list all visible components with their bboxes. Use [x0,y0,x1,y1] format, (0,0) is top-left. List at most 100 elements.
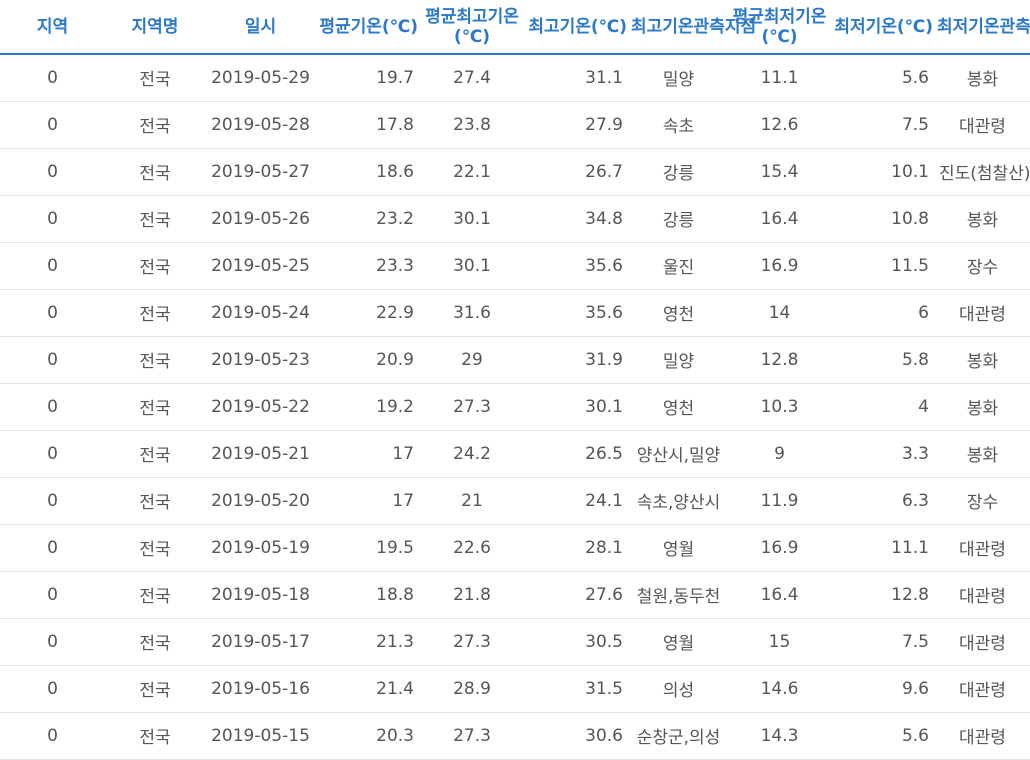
cell-avg-min-temp: 16.9 [728,242,831,290]
cell-max-temp-station: 의성 [629,665,728,713]
cell-avg-min-temp: 15.4 [728,148,831,196]
cell-avg-max-temp: 28.9 [420,665,524,713]
cell-avg-max-temp: 27.3 [420,383,524,431]
cell-region: 0 [0,195,105,243]
cell-avg-min-temp: 12.6 [728,101,831,149]
cell-date: 2019-05-28 [205,101,316,149]
cell-avg-max-temp: 23.8 [420,101,524,149]
column-header-region-name[interactable]: 지역명 [105,0,205,55]
cell-date: 2019-05-20 [205,477,316,525]
column-header-min-temp-station[interactable]: 최저기온관측지점 [935,0,1030,55]
cell-region-name: 전국 [105,618,205,666]
cell-avg-temp: 17 [316,477,420,525]
table-row: 0 전국 2019-05-18 18.8 21.8 27.6 철원,동두천 16.4 12.8 대… [0,571,1030,619]
cell-avg-max-temp: 30.1 [420,195,524,243]
column-header-avg-min-temp[interactable]: 평균최저기온(℃) [728,0,831,55]
cell-avg-temp: 21.4 [316,665,420,713]
cell-avg-temp: 21.3 [316,618,420,666]
cell-avg-max-temp: 27.3 [420,618,524,666]
cell-max-temp: 24.1 [524,477,629,525]
table-row: 0 전국 2019-05-17 21.3 27.3 30.5 영월 15 7.5 대관령 [0,618,1030,666]
cell-max-temp: 28.1 [524,524,629,572]
cell-max-temp-station: 속초,양산시 [629,477,728,525]
cell-region: 0 [0,430,105,478]
cell-max-temp: 26.7 [524,148,629,196]
column-header-date[interactable]: 일시 [205,0,316,55]
cell-max-temp: 31.1 [524,54,629,102]
cell-max-temp: 31.9 [524,336,629,384]
cell-avg-max-temp: 31.6 [420,289,524,337]
cell-date: 2019-05-17 [205,618,316,666]
cell-max-temp-station: 강릉 [629,195,728,243]
cell-min-temp: 10.1 [831,148,935,196]
column-header-avg-max-temp[interactable]: 평균최고기온(℃) [420,0,524,55]
cell-max-temp-station: 강릉 [629,148,728,196]
table-row: 0 전국 2019-05-25 23.3 30.1 35.6 울진 16.9 11.5 장수 [0,242,1030,290]
cell-region-name: 전국 [105,242,205,290]
column-header-min-temp[interactable]: 최저기온(℃) [831,0,935,55]
table-row: 0 전국 2019-05-21 17 24.2 26.5 양산시,밀양 9 3.3 봉화 [0,430,1030,478]
cell-min-temp-station: 장수 [935,477,1030,525]
cell-avg-temp: 23.2 [316,195,420,243]
cell-avg-min-temp: 11.1 [728,54,831,102]
cell-min-temp: 11.1 [831,524,935,572]
cell-min-temp-station: 대관령 [935,618,1030,666]
cell-region-name: 전국 [105,101,205,149]
cell-avg-max-temp: 29 [420,336,524,384]
cell-max-temp-station: 영월 [629,524,728,572]
cell-region-name: 전국 [105,289,205,337]
cell-min-temp: 6 [831,289,935,337]
cell-min-temp-station: 대관령 [935,289,1030,337]
cell-date: 2019-05-23 [205,336,316,384]
table-row: 0 전국 2019-05-20 17 21 24.1 속초,양산시 11.9 6.3 장수 [0,477,1030,525]
cell-region-name: 전국 [105,477,205,525]
cell-date: 2019-05-25 [205,242,316,290]
column-header-avg-temp[interactable]: 평균기온(℃) [316,0,420,55]
cell-min-temp-station: 대관령 [935,712,1030,760]
cell-date: 2019-05-27 [205,148,316,196]
cell-region: 0 [0,712,105,760]
cell-avg-min-temp: 16.4 [728,195,831,243]
table-body: 0 전국 2019-05-29 19.7 27.4 31.1 밀양 11.1 5.6 봉화 0 전국 2… [0,54,1030,760]
cell-region-name: 전국 [105,524,205,572]
cell-max-temp: 30.1 [524,383,629,431]
cell-avg-min-temp: 14 [728,289,831,337]
cell-min-temp-station: 봉화 [935,430,1030,478]
cell-min-temp-station: 대관령 [935,665,1030,713]
cell-date: 2019-05-22 [205,383,316,431]
cell-region: 0 [0,242,105,290]
cell-min-temp: 5.8 [831,336,935,384]
cell-max-temp: 35.6 [524,242,629,290]
table-row: 0 전국 2019-05-19 19.5 22.6 28.1 영월 16.9 11.1 대관령 [0,524,1030,572]
cell-region-name: 전국 [105,430,205,478]
cell-max-temp: 34.8 [524,195,629,243]
table-row: 0 전국 2019-05-24 22.9 31.6 35.6 영천 14 6 대관령 [0,289,1030,337]
cell-avg-max-temp: 24.2 [420,430,524,478]
cell-region: 0 [0,336,105,384]
column-header-max-temp[interactable]: 최고기온(℃) [524,0,629,55]
cell-region-name: 전국 [105,665,205,713]
cell-avg-temp: 17.8 [316,101,420,149]
cell-max-temp: 27.9 [524,101,629,149]
cell-date: 2019-05-26 [205,195,316,243]
cell-min-temp: 12.8 [831,571,935,619]
column-header-max-temp-station[interactable]: 최고기온관측지점 [629,0,756,55]
cell-region-name: 전국 [105,383,205,431]
column-header-region[interactable]: 지역 [0,0,105,55]
cell-avg-min-temp: 14.6 [728,665,831,713]
cell-min-temp-station: 진도(첨찰산) [935,148,1030,196]
cell-max-temp: 26.5 [524,430,629,478]
cell-avg-min-temp: 9 [728,430,831,478]
cell-min-temp: 10.8 [831,195,935,243]
cell-max-temp: 30.5 [524,618,629,666]
cell-max-temp-station: 순창군,의성 [629,712,728,760]
cell-min-temp-station: 장수 [935,242,1030,290]
cell-region: 0 [0,477,105,525]
cell-avg-min-temp: 16.4 [728,571,831,619]
cell-date: 2019-05-15 [205,712,316,760]
cell-min-temp-station: 대관령 [935,524,1030,572]
cell-avg-temp: 19.7 [316,54,420,102]
cell-avg-temp: 20.9 [316,336,420,384]
table-row: 0 전국 2019-05-22 19.2 27.3 30.1 영천 10.3 4 봉화 [0,383,1030,431]
